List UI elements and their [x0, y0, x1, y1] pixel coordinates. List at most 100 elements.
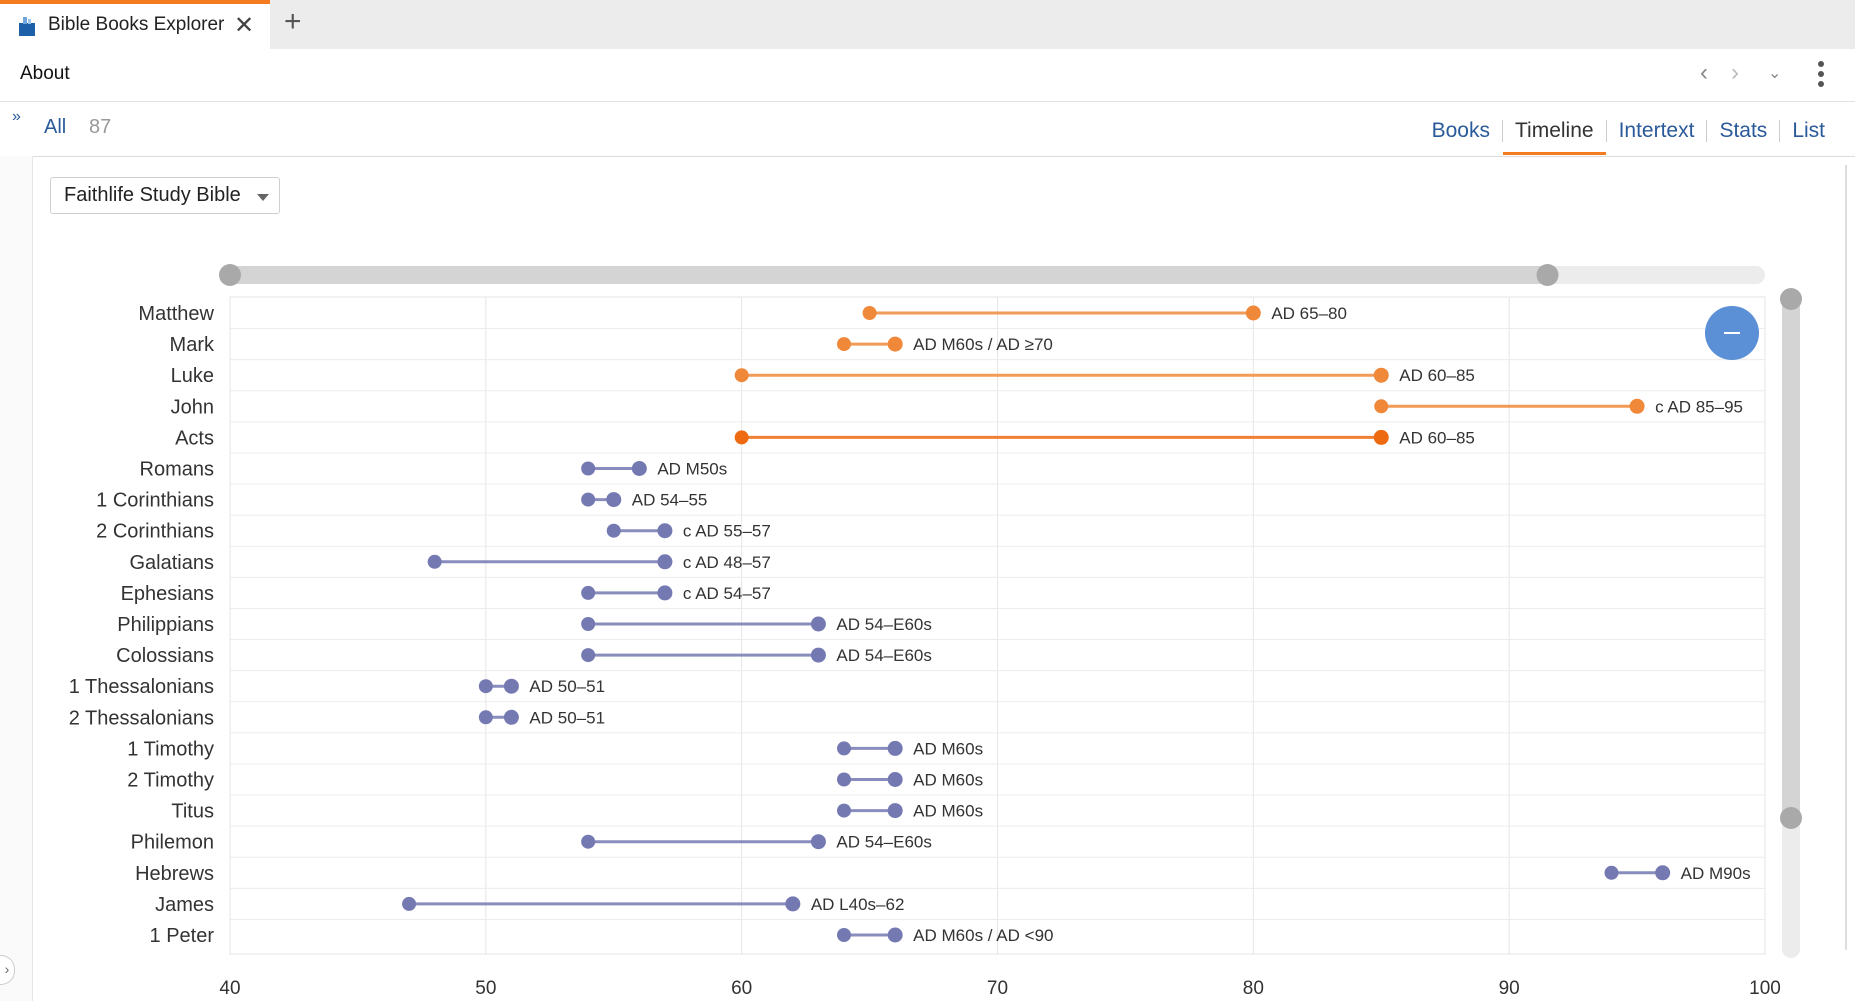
plus-icon[interactable]: + — [284, 5, 302, 38]
tab-list[interactable]: List — [1792, 119, 1825, 142]
timeline-row[interactable]: Matthew AD 65–80 — [138, 303, 1347, 325]
double-chevron-right-icon[interactable]: » — [12, 108, 21, 125]
range-slider-handle-end[interactable] — [1536, 264, 1559, 286]
book-label: John — [171, 396, 214, 418]
timeline-row[interactable]: 2 Timothy AD M60s — [127, 770, 983, 792]
range-slider-selection[interactable] — [230, 266, 1548, 284]
about-button[interactable]: About — [20, 63, 70, 84]
book-label: Galatians — [130, 552, 215, 574]
range-end-point — [657, 585, 673, 601]
timeline-row[interactable]: Mark AD M60s / AD ≥70 — [170, 334, 1053, 356]
range-start-point — [606, 523, 621, 538]
book-label: James — [155, 894, 214, 916]
filter-bar: » All 87 Books Timeline Intertext Stats … — [0, 102, 1855, 157]
date-label: AD M50s — [657, 460, 727, 479]
timeline-row[interactable]: 1 Peter AD M60s / AD <90 — [150, 925, 1054, 947]
timeline-row[interactable]: 2 Thessalonians AD 50–51 — [69, 707, 605, 729]
timeline-row[interactable]: James AD L40s–62 — [155, 894, 904, 916]
chevron-right-icon[interactable]: › — [1731, 59, 1739, 86]
range-start-point — [581, 585, 596, 600]
book-label: 1 Thessalonians — [69, 676, 214, 698]
range-end-point — [810, 616, 826, 632]
book-label: 1 Timothy — [127, 738, 214, 760]
more-menu-icon[interactable] — [1818, 61, 1826, 91]
range-end-point — [887, 803, 903, 819]
range-start-point — [581, 492, 596, 507]
timeline-row[interactable]: 1 Thessalonians AD 50–51 — [69, 676, 605, 698]
date-label: AD 54–E60s — [836, 833, 931, 852]
x-tick-label: 100 — [1749, 978, 1781, 999]
timeline-row[interactable]: 2 Corinthians c AD 55–57 — [96, 521, 771, 543]
date-label: AD L40s–62 — [811, 895, 905, 914]
date-label: AD 54–E60s — [836, 646, 931, 665]
resource-dropdown[interactable]: Faithlife Study Bible — [50, 177, 280, 214]
range-end-point — [785, 896, 801, 912]
date-label: c AD 55–57 — [683, 522, 771, 541]
book-label: Colossians — [116, 645, 214, 667]
all-filter-link[interactable]: All — [44, 116, 67, 138]
range-start-point — [581, 834, 596, 849]
x-tick-label: 80 — [1243, 978, 1264, 999]
x-tick-label: 70 — [987, 978, 1008, 999]
timeline-row[interactable]: Philemon AD 54–E60s — [131, 832, 932, 854]
timeline-row[interactable]: Romans AD M50s — [140, 459, 728, 481]
timeline-row[interactable]: Hebrews AD M90s — [135, 863, 1751, 885]
tab-timeline[interactable]: Timeline — [1503, 119, 1606, 155]
close-icon[interactable]: ✕ — [234, 12, 255, 39]
timeline-row[interactable]: 1 Corinthians AD 54–55 — [96, 490, 707, 512]
range-end-point — [887, 740, 903, 756]
range-start-point — [837, 337, 851, 352]
date-label: AD 60–85 — [1399, 366, 1475, 385]
tab-title: Bible Books Explorer — [48, 14, 225, 35]
range-slider-handle-start[interactable] — [219, 264, 241, 286]
divider — [1502, 120, 1503, 142]
timeline-row[interactable]: Acts AD 60–85 — [175, 427, 1475, 449]
tab-stats[interactable]: Stats — [1719, 119, 1768, 142]
page-scrollbar[interactable] — [1845, 165, 1847, 950]
all-count: 87 — [89, 116, 112, 138]
book-label: Titus — [171, 801, 214, 823]
tab-books[interactable]: Books — [1431, 119, 1490, 142]
timeline-row[interactable]: Colossians AD 54–E60s — [116, 645, 932, 667]
timeline-row[interactable]: Luke AD 60–85 — [171, 365, 1475, 387]
book-label: 2 Corinthians — [96, 521, 214, 543]
timeline-row[interactable]: Ephesians c AD 54–57 — [121, 583, 771, 605]
vertical-scroll-handle-bottom[interactable] — [1780, 807, 1802, 829]
bible-books-icon — [19, 17, 35, 36]
range-end-point — [657, 554, 673, 570]
book-label: Philippians — [117, 614, 214, 636]
timeline-row[interactable]: Galatians c AD 48–57 — [130, 552, 771, 574]
divider — [1605, 120, 1607, 142]
range-start-point — [837, 741, 851, 756]
timeline-row[interactable]: John c AD 85–95 — [171, 396, 1743, 418]
range-end-point — [810, 834, 826, 850]
timeline-row[interactable]: Titus AD M60s — [171, 801, 983, 823]
timeline-row[interactable]: Philippians AD 54–E60s — [117, 614, 932, 636]
tab-intertext[interactable]: Intertext — [1618, 119, 1695, 142]
vertical-scroll-selection[interactable] — [1782, 298, 1800, 818]
book-label: Ephesians — [121, 583, 214, 605]
dropdown-value: Faithlife Study Bible — [64, 184, 241, 206]
range-start-point — [581, 617, 596, 631]
chevron-down-icon[interactable]: ⌄ — [1768, 65, 1782, 82]
timeline-row[interactable]: 1 Timothy AD M60s — [127, 738, 983, 760]
vertical-scroll-handle-top[interactable] — [1780, 288, 1802, 310]
tab-bible-books-explorer[interactable]: Bible Books Explorer ✕ — [0, 0, 270, 49]
book-label: Hebrews — [135, 863, 214, 885]
date-label: c AD 85–95 — [1655, 397, 1743, 416]
date-label: AD 50–51 — [529, 708, 605, 727]
chevron-left-icon[interactable]: ‹ — [1700, 59, 1708, 86]
book-label: Acts — [175, 427, 214, 449]
date-label: AD M60s — [913, 802, 983, 821]
range-start-point — [581, 461, 596, 476]
book-label: 2 Timothy — [127, 770, 214, 792]
date-label: AD M60s — [913, 739, 983, 758]
range-end-point — [1373, 367, 1389, 383]
range-end-point — [631, 461, 647, 476]
book-label: Luke — [171, 365, 214, 387]
range-start-point — [478, 710, 493, 725]
x-tick-label: 90 — [1499, 978, 1520, 999]
zoom-out-button[interactable] — [1705, 306, 1759, 360]
range-start-point — [734, 430, 749, 445]
divider — [1779, 120, 1781, 142]
